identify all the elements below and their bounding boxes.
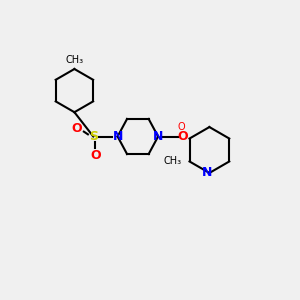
- Text: CH₃: CH₃: [163, 157, 182, 166]
- Text: O: O: [178, 122, 185, 132]
- Text: O: O: [91, 149, 101, 162]
- Text: S: S: [89, 130, 98, 143]
- Text: O: O: [177, 130, 188, 143]
- Text: N: N: [153, 130, 163, 143]
- Text: O: O: [72, 122, 83, 135]
- Text: N: N: [202, 167, 212, 179]
- Text: N: N: [112, 130, 123, 143]
- Text: CH₃: CH₃: [65, 55, 83, 65]
